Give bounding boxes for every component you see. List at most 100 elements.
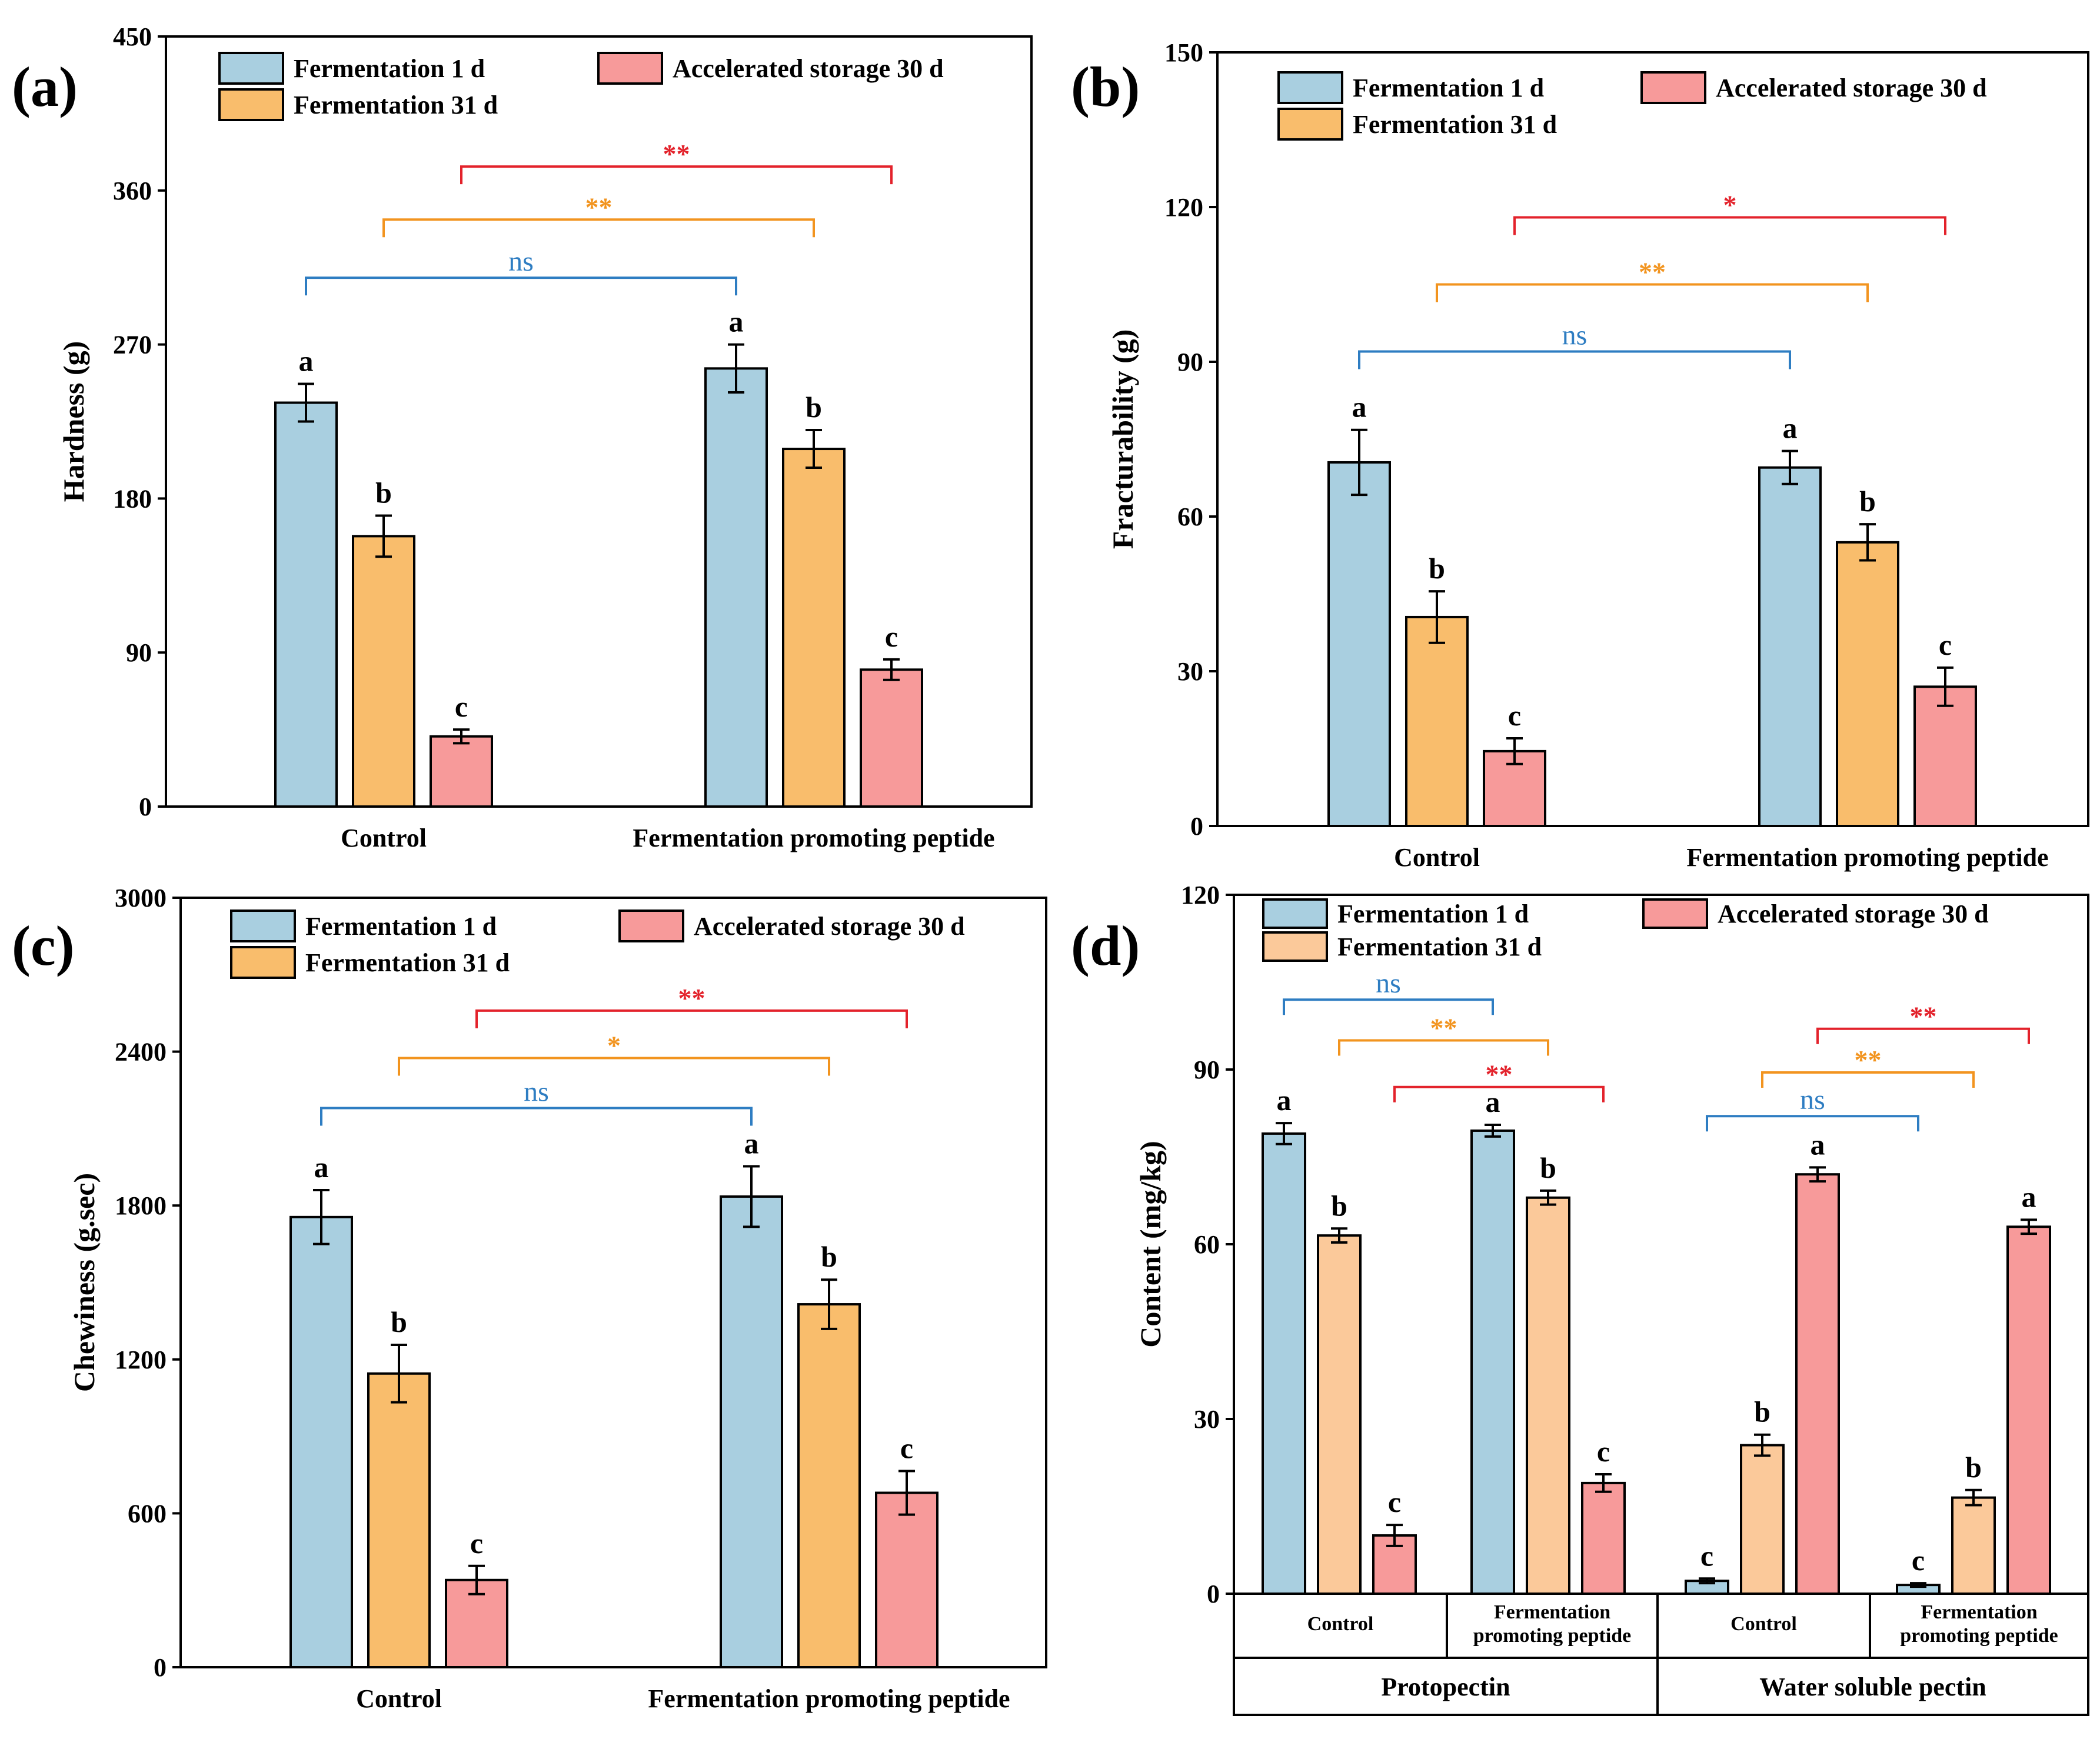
significance-bracket bbox=[1338, 1039, 1549, 1056]
bar bbox=[1470, 1129, 1515, 1595]
y-tick-label: 90 bbox=[126, 638, 152, 667]
plot-frame bbox=[1216, 51, 2089, 827]
bar bbox=[860, 668, 923, 808]
legend-swatch bbox=[1262, 898, 1328, 929]
legend-swatch bbox=[218, 52, 284, 85]
bar bbox=[1581, 1481, 1626, 1595]
legend-swatch bbox=[230, 946, 296, 979]
significance-bracket bbox=[1283, 998, 1494, 1015]
x-category-label: Control bbox=[356, 1684, 442, 1713]
y-tick-label: 450 bbox=[113, 22, 152, 51]
significance-letter: b bbox=[1965, 1451, 1982, 1484]
x-category-label: Fermentation promoting peptide bbox=[633, 824, 994, 852]
x-subgroup-label: Fermentation promoting peptide bbox=[1473, 1601, 1632, 1647]
x-subgroup-line: Fermentation bbox=[1921, 1601, 2037, 1623]
legend-label: Fermentation 31 d bbox=[305, 948, 510, 977]
x-category-label: Control bbox=[341, 824, 427, 852]
panel-label: (b) bbox=[1071, 55, 1140, 118]
significance-letter: a bbox=[1352, 391, 1367, 424]
legend-label: Accelerated storage 30 d bbox=[673, 54, 944, 83]
legend-swatch bbox=[1277, 108, 1343, 141]
legend-label: Fermentation 31 d bbox=[294, 91, 498, 119]
category-table bbox=[1233, 1593, 2089, 1716]
y-tick-label: 0 bbox=[1190, 812, 1203, 841]
chart-panel-a: (a) Hardness (g) 0 90 180 270 360 450 a a b b c c ns **… bbox=[12, 22, 1033, 852]
significance-label: ** bbox=[1430, 1013, 1457, 1043]
legend-label: Fermentation 1 d bbox=[294, 54, 485, 83]
legend-label: Accelerated storage 30 d bbox=[694, 912, 965, 941]
y-axis-label: Fracturability (g) bbox=[1106, 329, 1139, 549]
y-tick-label: 150 bbox=[1164, 38, 1203, 67]
legend-swatch bbox=[618, 910, 684, 942]
panel-label: (a) bbox=[12, 55, 78, 118]
x-category-label: Control bbox=[1394, 843, 1480, 872]
significance-letter: a bbox=[314, 1151, 329, 1184]
significance-letter: b bbox=[1859, 485, 1876, 518]
legend-label: Fermentation 1 d bbox=[1337, 900, 1529, 928]
significance-letter: a bbox=[729, 305, 744, 338]
chart-panel-c: (c) Chewiness (g.sec) 0 600 1200 1800 2400 3000… bbox=[12, 884, 1047, 1713]
x-subgroup-line: promoting peptide bbox=[1473, 1625, 1632, 1647]
significance-bracket bbox=[1761, 1071, 1975, 1088]
significance-letter: b bbox=[1754, 1395, 1770, 1428]
bar bbox=[797, 1303, 861, 1669]
x-subgroup-label: Fermentation promoting peptide bbox=[1900, 1601, 2058, 1647]
legend-label: Fermentation 31 d bbox=[1353, 110, 1557, 139]
bar bbox=[367, 1372, 431, 1669]
plot-frame bbox=[179, 897, 1047, 1668]
significance-bracket bbox=[398, 1057, 830, 1076]
bar bbox=[1913, 685, 1977, 828]
y-tick-label: 120 bbox=[1164, 193, 1203, 222]
significance-bracket bbox=[460, 165, 893, 185]
significance-label: ns bbox=[1562, 319, 1588, 351]
significance-letter: c bbox=[900, 1431, 913, 1464]
y-tick-label: 60 bbox=[1177, 502, 1203, 531]
legend-label: Fermentation 1 d bbox=[305, 912, 497, 941]
x-subgroup-line: Control bbox=[1307, 1613, 1374, 1635]
x-group-label: Protopectin bbox=[1381, 1673, 1510, 1701]
significance-letter: c bbox=[1939, 628, 1952, 661]
significance-letter: c bbox=[1912, 1544, 1925, 1577]
y-tick-label: 90 bbox=[1194, 1055, 1220, 1084]
y-tick-label: 0 bbox=[1207, 1580, 1220, 1608]
significance-letter: b bbox=[391, 1305, 407, 1338]
legend-swatch bbox=[218, 88, 284, 121]
significance-label: ** bbox=[678, 983, 705, 1013]
bar bbox=[274, 401, 338, 808]
y-tick-label: 2400 bbox=[115, 1038, 167, 1067]
bar bbox=[289, 1215, 353, 1669]
y-tick-label: 3000 bbox=[115, 884, 167, 912]
y-tick-label: 120 bbox=[1181, 881, 1220, 910]
x-subgroup-label: Control bbox=[1307, 1613, 1374, 1635]
significance-letter: b bbox=[1331, 1189, 1347, 1222]
bar bbox=[1405, 615, 1469, 827]
significance-letter: c bbox=[470, 1527, 483, 1560]
y-axis-label: Chewiness (g.sec) bbox=[68, 1173, 101, 1392]
chart-panel-d: (d) Content (mg/kg) 0 30 60 90 120 a a c c b b b b c c a a… bbox=[1071, 881, 2089, 1716]
significance-letter: b bbox=[806, 391, 822, 424]
legend-swatch bbox=[1640, 71, 1706, 104]
y-tick-label: 30 bbox=[1194, 1405, 1220, 1434]
significance-letter: a bbox=[1277, 1084, 1292, 1117]
significance-bracket bbox=[1816, 1027, 2030, 1044]
y-tick-label: 90 bbox=[1177, 348, 1203, 377]
legend-label: Fermentation 31 d bbox=[1337, 932, 1542, 961]
significance-letter: b bbox=[821, 1240, 837, 1273]
legend-label: Accelerated storage 30 d bbox=[1716, 74, 1987, 102]
significance-label: * bbox=[1723, 190, 1737, 220]
significance-label: ** bbox=[1855, 1045, 1882, 1075]
x-subgroup-line: Control bbox=[1730, 1613, 1797, 1635]
significance-letter: b bbox=[1429, 552, 1445, 585]
significance-bracket bbox=[305, 276, 737, 296]
significance-letter: b bbox=[1540, 1151, 1556, 1184]
y-tick-label: 30 bbox=[1177, 657, 1203, 686]
significance-letter: c bbox=[1508, 699, 1521, 732]
x-group-label: Water soluble pectin bbox=[1759, 1673, 1986, 1701]
significance-letter: c bbox=[455, 690, 468, 723]
bar bbox=[782, 448, 846, 808]
bar bbox=[430, 735, 493, 808]
panel-label: (c) bbox=[12, 914, 75, 977]
x-subgroup-label: Control bbox=[1730, 1613, 1797, 1635]
bar bbox=[1836, 541, 1899, 827]
